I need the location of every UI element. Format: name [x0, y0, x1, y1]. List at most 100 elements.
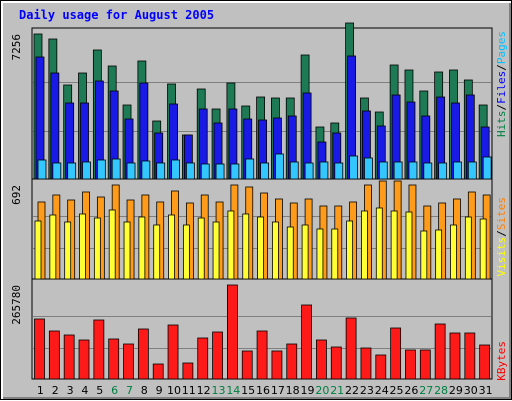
x-tick-label-19: 19	[301, 384, 315, 397]
x-tick-label-22: 22	[345, 384, 359, 397]
bar-kbytes-1	[34, 318, 45, 380]
bar-sites-4	[79, 213, 86, 280]
bar-pages-12	[200, 163, 210, 180]
bar-sites-7	[123, 221, 131, 280]
bar-sites-1	[34, 220, 42, 280]
bar-pages-8	[141, 160, 151, 180]
bar-pages-2	[52, 162, 62, 180]
bar-kbytes-6	[108, 338, 120, 380]
bar-kbytes-28	[434, 323, 446, 380]
bar-sites-31	[479, 218, 487, 280]
bar-pages-27	[423, 162, 433, 180]
x-tick-label-7: 7	[126, 384, 133, 397]
bar-pages-11	[185, 162, 195, 180]
x-tick-label-15: 15	[241, 384, 255, 397]
bar-kbytes-14	[227, 284, 238, 380]
x-tick-label-21: 21	[330, 384, 344, 397]
bar-kbytes-11	[182, 362, 194, 380]
bar-pages-28	[438, 162, 448, 180]
bar-kbytes-22	[345, 317, 357, 380]
bar-kbytes-12	[197, 337, 209, 380]
bar-pages-6	[111, 158, 121, 180]
bar-kbytes-24	[375, 354, 387, 380]
bar-sites-24	[375, 207, 383, 280]
bar-sites-27	[420, 230, 428, 280]
bar-pages-15	[245, 158, 255, 180]
bar-pages-29	[453, 161, 462, 180]
bar-pages-10	[171, 159, 180, 180]
bar-pages-30	[467, 161, 477, 180]
x-tick-label-14: 14	[226, 384, 240, 397]
x-tick-label-11: 11	[182, 384, 196, 397]
bar-sites-17	[272, 221, 279, 280]
bar-kbytes-29	[449, 332, 461, 380]
x-tick-label-10: 10	[167, 384, 181, 397]
bar-sites-2	[49, 214, 57, 280]
bar-pages-1	[37, 159, 47, 180]
x-tick-label-29: 29	[449, 384, 463, 397]
bar-kbytes-3	[63, 334, 75, 380]
bar-pages-16	[260, 162, 269, 180]
bar-sites-8	[138, 216, 146, 280]
legend-visits_sites: Visits/Sites	[495, 197, 508, 277]
bar-sites-13	[212, 221, 220, 280]
bar-pages-14	[230, 163, 240, 180]
x-tick-label-28: 28	[434, 384, 448, 397]
bar-kbytes-23	[360, 347, 372, 380]
x-tick-label-24: 24	[375, 384, 389, 397]
bar-pages-22	[349, 155, 359, 180]
bar-pages-20	[319, 161, 329, 180]
x-tick-label-9: 9	[156, 384, 163, 397]
x-tick-label-30: 30	[464, 384, 478, 397]
legend-item-hits_files_pages-3: /	[495, 104, 508, 111]
bar-sites-18	[286, 226, 294, 280]
bar-kbytes-18	[286, 343, 298, 380]
bar-sites-15	[242, 213, 250, 280]
bar-kbytes-26	[405, 349, 416, 380]
x-tick-label-1: 1	[37, 384, 44, 397]
bar-kbytes-27	[419, 349, 431, 380]
x-tick-label-16: 16	[256, 384, 270, 397]
bar-sites-14	[227, 210, 235, 280]
bar-sites-5	[93, 217, 101, 280]
bar-kbytes-2	[48, 330, 60, 380]
bar-kbytes-30	[464, 332, 476, 380]
bar-kbytes-20	[316, 339, 327, 380]
y-max-label-visits_sites: 692	[10, 185, 23, 205]
bar-pages-7	[126, 162, 136, 180]
x-tick-label-25: 25	[390, 384, 404, 397]
x-tick-label-2: 2	[52, 384, 59, 397]
x-tick-label-20: 20	[315, 384, 329, 397]
bar-kbytes-17	[271, 350, 283, 380]
bar-sites-9	[153, 224, 161, 280]
bar-sites-6	[108, 209, 116, 280]
bar-sites-30	[464, 216, 472, 280]
bar-pages-3	[67, 162, 77, 180]
x-tick-label-23: 23	[360, 384, 374, 397]
legend-item-hits_files_pages-1: /	[495, 64, 508, 71]
x-tick-label-8: 8	[141, 384, 148, 397]
legend-item-kbytes-0: KBytes	[495, 341, 508, 381]
legend-hits_files_pages: Hits/Files/Pages	[495, 31, 508, 137]
x-tick-label-18: 18	[286, 384, 300, 397]
bar-pages-24	[378, 161, 388, 180]
bar-sites-12	[197, 217, 205, 280]
bar-kbytes-9	[152, 363, 164, 380]
bar-sites-23	[361, 210, 368, 280]
bar-pages-26	[408, 161, 418, 180]
x-tick-label-3: 3	[67, 384, 74, 397]
bar-sites-11	[182, 224, 190, 280]
legend-item-hits_files_pages-0: Pages	[495, 31, 508, 64]
bar-kbytes-13	[212, 331, 223, 380]
x-tick-label-5: 5	[96, 384, 103, 397]
bar-sites-22	[346, 220, 354, 280]
bar-sites-28	[435, 229, 443, 280]
x-tick-label-17: 17	[271, 384, 285, 397]
bar-sites-16	[257, 216, 264, 280]
bar-kbytes-19	[301, 304, 312, 380]
x-tick-label-31: 31	[479, 384, 493, 397]
bar-pages-31	[482, 156, 492, 180]
x-tick-label-4: 4	[81, 384, 88, 397]
bar-kbytes-16	[256, 330, 268, 380]
